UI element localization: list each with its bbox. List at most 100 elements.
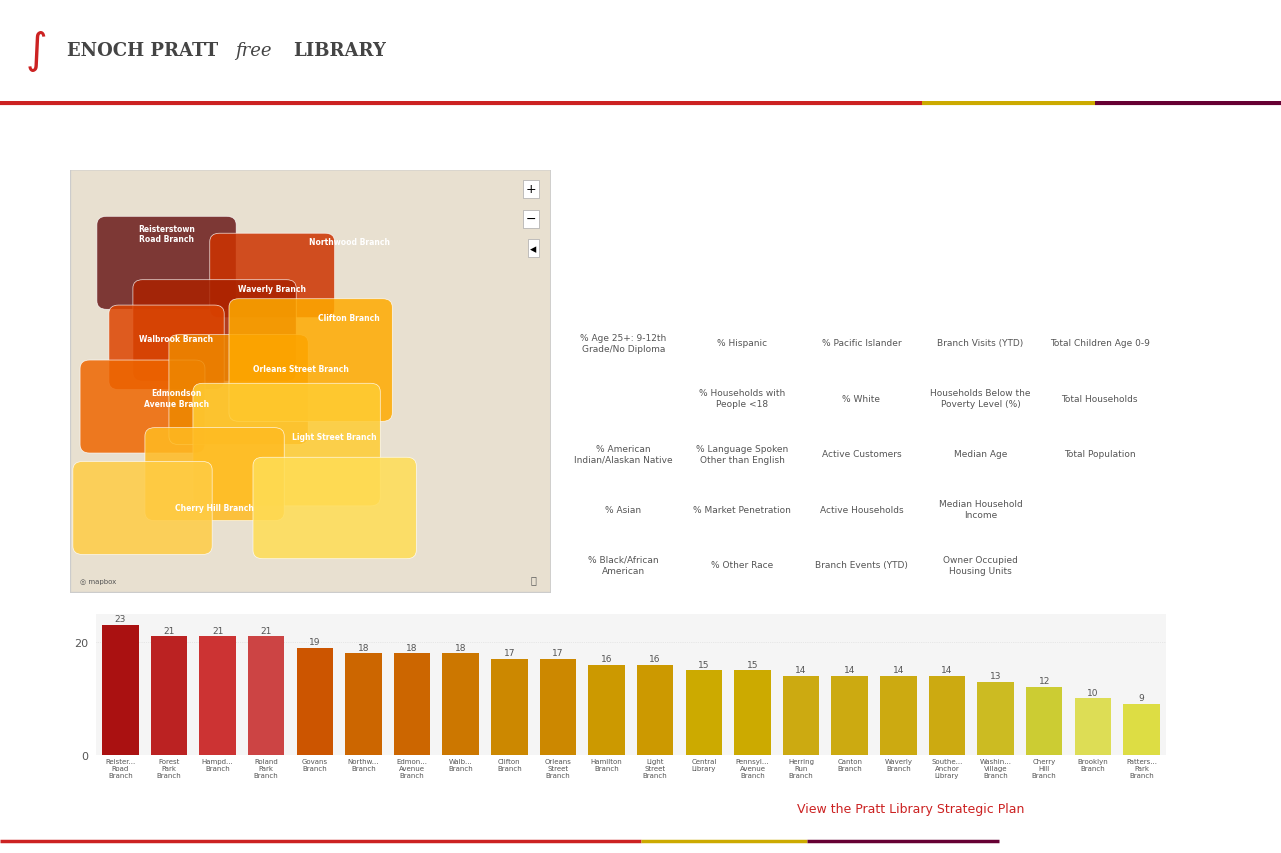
- Text: Clifton Branch: Clifton Branch: [318, 314, 380, 323]
- Text: Median Age: Median Age: [954, 450, 1007, 459]
- Bar: [685, 670, 722, 755]
- Bar: [831, 676, 869, 755]
- Text: ↗: ↗: [1225, 281, 1241, 302]
- Text: 18: 18: [455, 643, 466, 652]
- Text: We serve more than 600,000 people across
Baltimore. Use this tool to learn about: We serve more than 600,000 people across…: [582, 242, 830, 265]
- FancyBboxPatch shape: [97, 217, 236, 310]
- Text: ⌂: ⌂: [1226, 143, 1240, 163]
- Text: % Other Race: % Other Race: [711, 560, 774, 570]
- FancyBboxPatch shape: [109, 305, 224, 390]
- Text: −: −: [526, 212, 537, 226]
- Text: % Pacific Islander: % Pacific Islander: [821, 339, 902, 348]
- Text: 15: 15: [698, 659, 710, 669]
- Bar: [200, 636, 236, 755]
- Text: 15: 15: [747, 659, 758, 669]
- Text: Community Demographics: Community Demographics: [227, 117, 886, 160]
- Text: 21: 21: [163, 626, 174, 635]
- Text: ♥: ♥: [1223, 355, 1243, 374]
- Text: 12: 12: [1039, 676, 1050, 686]
- Bar: [151, 636, 187, 755]
- Text: +: +: [525, 183, 537, 196]
- Text: ENOCH PRATT: ENOCH PRATT: [68, 42, 224, 61]
- Text: Median Household
Income: Median Household Income: [939, 500, 1022, 519]
- FancyBboxPatch shape: [210, 234, 334, 318]
- FancyBboxPatch shape: [229, 299, 392, 422]
- Text: Total Population: Total Population: [1065, 450, 1135, 459]
- Text: ✏: ✏: [1225, 678, 1241, 699]
- Bar: [102, 625, 138, 755]
- Bar: [297, 648, 333, 755]
- Text: % Age 65+: % Age 65+: [598, 394, 648, 403]
- Bar: [346, 653, 382, 755]
- Text: Branch Visits (YTD): Branch Visits (YTD): [938, 339, 1024, 348]
- FancyBboxPatch shape: [254, 458, 416, 559]
- Text: % Hispanic: % Hispanic: [717, 339, 767, 348]
- Text: Cherry Hill Branch: Cherry Hill Branch: [175, 504, 254, 513]
- Text: View the Pratt Library Strategic Plan: View the Pratt Library Strategic Plan: [798, 802, 1025, 815]
- Text: Northwood Branch: Northwood Branch: [309, 238, 389, 247]
- Text: Walbrook Branch: Walbrook Branch: [140, 335, 213, 344]
- Bar: [734, 670, 771, 755]
- FancyBboxPatch shape: [70, 171, 551, 593]
- Text: % Language Spoken
Other than English: % Language Spoken Other than English: [696, 444, 789, 464]
- Bar: [491, 659, 528, 755]
- Text: 14: 14: [942, 665, 953, 675]
- Text: Edmondson
Avenue Branch: Edmondson Avenue Branch: [143, 389, 209, 409]
- Text: 14: 14: [796, 665, 807, 675]
- Bar: [442, 653, 479, 755]
- Text: % Age 25+: 9-12th
Grade/No Diploma: % Age 25+: 9-12th Grade/No Diploma: [580, 334, 666, 353]
- Bar: [539, 659, 576, 755]
- Text: 9: 9: [1139, 693, 1144, 703]
- Bar: [783, 676, 820, 755]
- Text: 10: 10: [1088, 688, 1099, 697]
- Bar: [880, 676, 916, 755]
- Text: 16: 16: [649, 654, 661, 663]
- Text: % Asian: % Asian: [605, 505, 642, 514]
- Text: Did You Know?: Did You Know?: [582, 218, 684, 230]
- Text: Total Children Age 0-9: Total Children Age 0-9: [1050, 339, 1149, 348]
- Text: Waverly Branch: Waverly Branch: [238, 284, 306, 293]
- Text: Owner Occupied
Housing Units: Owner Occupied Housing Units: [943, 555, 1018, 575]
- Text: 17: 17: [552, 648, 564, 658]
- Text: % American
Indian/Alaskan Native: % American Indian/Alaskan Native: [574, 444, 673, 464]
- Text: 21: 21: [211, 626, 223, 635]
- Bar: [249, 636, 284, 755]
- Text: ☀: ☀: [1223, 216, 1243, 235]
- Text: % White: % White: [843, 394, 880, 403]
- Text: Light Street Branch: Light Street Branch: [292, 432, 377, 441]
- Bar: [1026, 688, 1062, 755]
- Text: Active Households: Active Households: [820, 505, 903, 514]
- Bar: [929, 676, 965, 755]
- Text: ⓘ: ⓘ: [530, 574, 537, 584]
- Text: LIBRARY: LIBRARY: [293, 42, 386, 61]
- Text: ◎: ◎: [1223, 586, 1243, 606]
- Bar: [393, 653, 430, 755]
- Text: 19: 19: [309, 637, 320, 647]
- FancyBboxPatch shape: [193, 384, 380, 507]
- Bar: [637, 664, 674, 755]
- Text: Branch Events (YTD): Branch Events (YTD): [815, 560, 908, 570]
- Text: Reisterstown
Road Branch: Reisterstown Road Branch: [138, 224, 195, 244]
- Text: % Black/African
American: % Black/African American: [588, 555, 658, 575]
- Text: 21: 21: [260, 626, 272, 635]
- Text: Click the boxes below to view demographic
data for each Pratt location's primary: Click the boxes below to view demographi…: [879, 218, 1106, 267]
- Text: free: free: [236, 42, 278, 61]
- FancyBboxPatch shape: [169, 335, 309, 445]
- Text: 14: 14: [844, 665, 856, 675]
- Text: Orleans Street Branch: Orleans Street Branch: [254, 364, 348, 374]
- Text: 16: 16: [601, 654, 612, 663]
- Text: 14: 14: [893, 665, 904, 675]
- Text: ∫: ∫: [26, 30, 47, 73]
- Text: 17: 17: [503, 648, 515, 658]
- Text: % Households with
People <18: % Households with People <18: [699, 389, 785, 409]
- Text: ☁: ☁: [1222, 427, 1244, 447]
- Text: ◎ mapbox: ◎ mapbox: [79, 578, 117, 584]
- Text: 18: 18: [357, 643, 369, 652]
- Text: 13: 13: [990, 671, 1002, 680]
- Text: ⚙: ⚙: [1223, 507, 1243, 526]
- FancyBboxPatch shape: [79, 361, 205, 454]
- FancyBboxPatch shape: [73, 462, 213, 554]
- Text: ◂: ◂: [530, 242, 537, 255]
- FancyBboxPatch shape: [145, 428, 284, 521]
- Text: Households Below the
Poverty Level (%): Households Below the Poverty Level (%): [930, 389, 1031, 409]
